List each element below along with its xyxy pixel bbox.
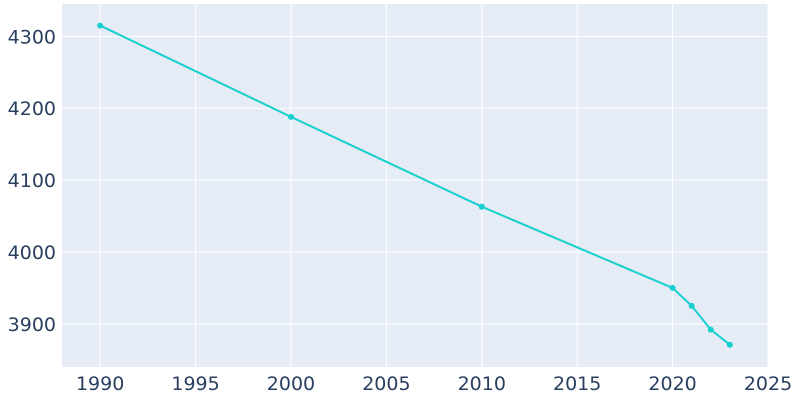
data-point xyxy=(97,22,104,29)
x-tick-label: 2020 xyxy=(648,373,696,395)
y-tick-label: 3900 xyxy=(8,314,56,336)
y-tick-label: 4000 xyxy=(8,242,56,264)
x-axis-tick-labels: 1990 1995 2000 2005 2010 2015 2020 2025 xyxy=(76,373,792,395)
x-tick-label: 1990 xyxy=(76,373,124,395)
data-point xyxy=(726,341,733,348)
x-tick-label: 2010 xyxy=(458,373,506,395)
y-tick-label: 4300 xyxy=(8,26,56,48)
x-gridlines xyxy=(99,4,769,367)
x-tick-label: 1995 xyxy=(171,373,219,395)
data-point xyxy=(669,284,676,291)
y-gridlines xyxy=(62,35,768,325)
data-point xyxy=(707,326,714,333)
x-tick-label: 2000 xyxy=(267,373,315,395)
x-tick-label: 2025 xyxy=(744,373,792,395)
x-tick-label: 2005 xyxy=(362,373,410,395)
x-tick-label: 2015 xyxy=(553,373,601,395)
data-point xyxy=(478,203,485,210)
data-point xyxy=(688,302,695,309)
y-tick-label: 4200 xyxy=(8,98,56,120)
series-layer xyxy=(97,22,733,348)
data-point xyxy=(287,113,294,120)
y-axis-tick-labels: 3900 4000 4100 4200 4300 xyxy=(8,26,56,336)
y-tick-label: 4100 xyxy=(8,170,56,192)
